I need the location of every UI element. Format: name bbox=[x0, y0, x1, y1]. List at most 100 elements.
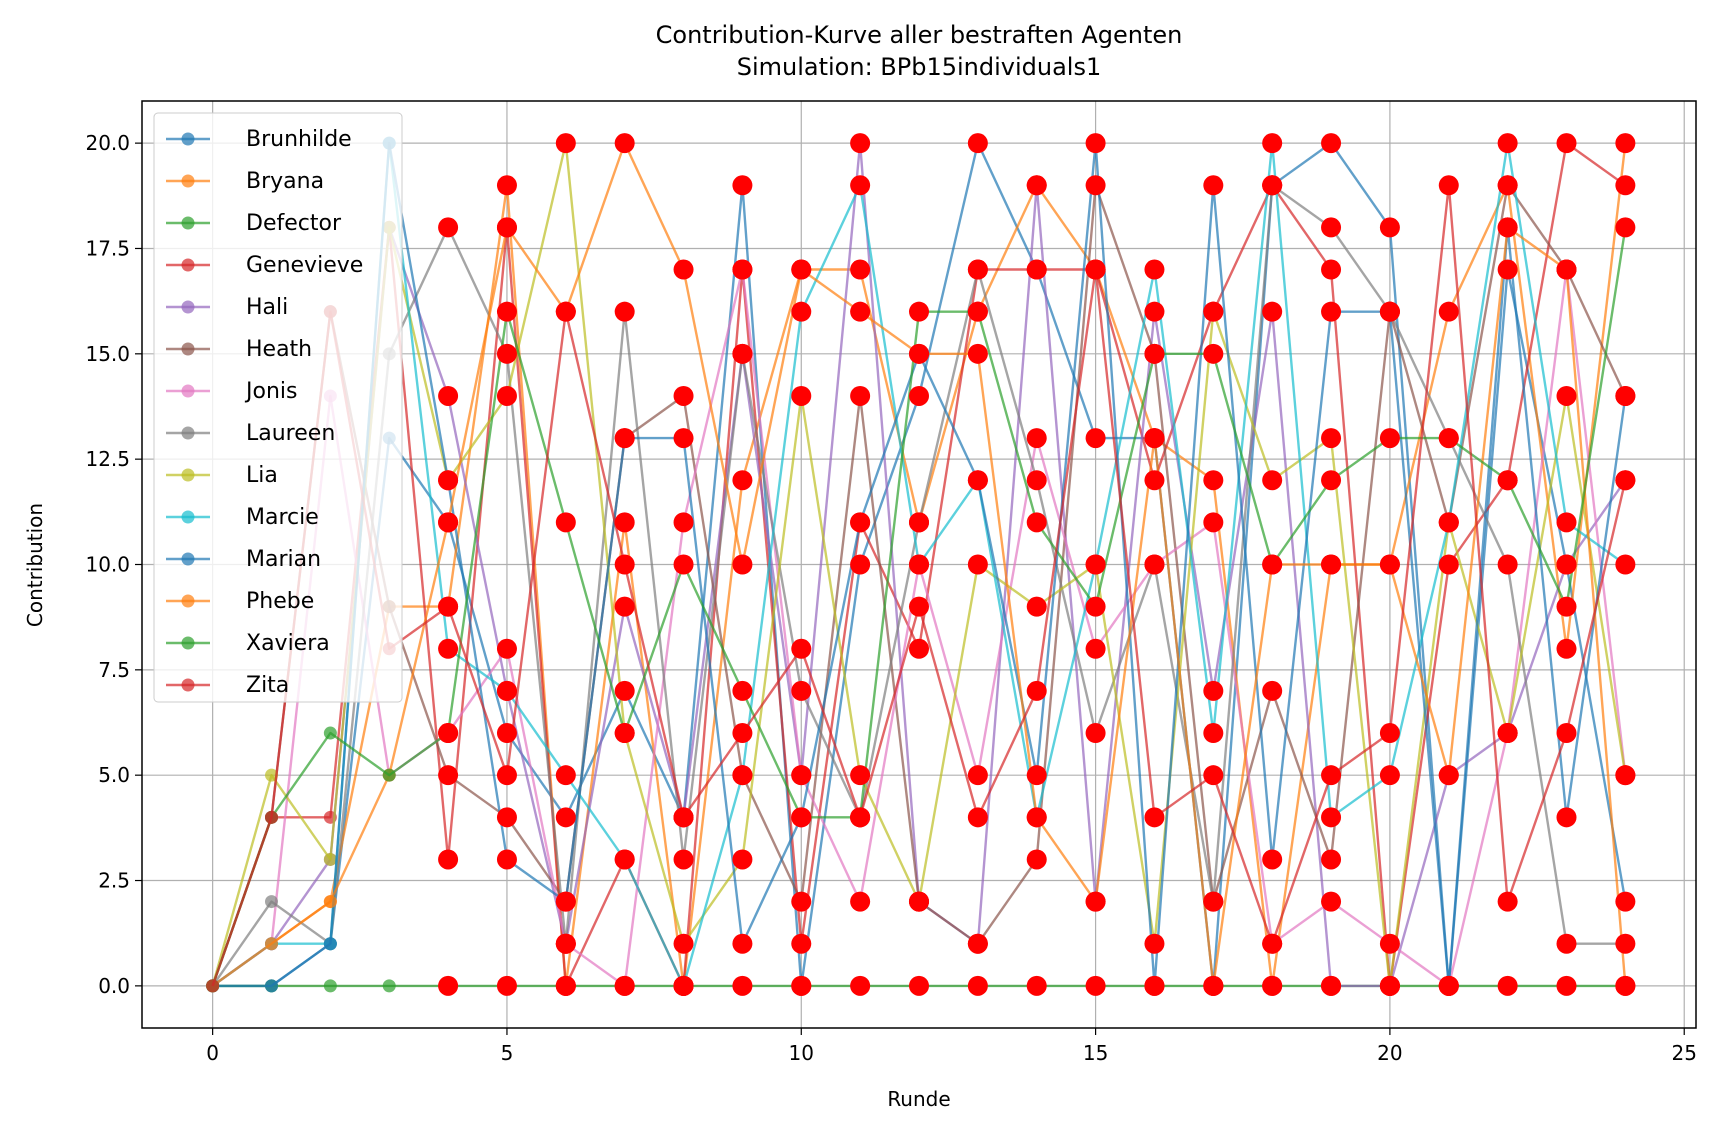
punished-marker bbox=[1556, 596, 1577, 617]
punished-marker bbox=[1203, 512, 1224, 533]
punished-marker bbox=[1615, 554, 1636, 575]
punished-marker bbox=[673, 975, 694, 996]
chart-subtitle: Simulation: BPb15individuals1 bbox=[737, 53, 1102, 81]
punished-marker bbox=[614, 133, 635, 154]
punished-marker bbox=[1379, 217, 1400, 238]
punished-marker bbox=[1321, 259, 1342, 280]
punished-marker bbox=[673, 385, 694, 406]
legend-marker bbox=[181, 678, 195, 692]
punished-marker bbox=[1203, 470, 1224, 491]
punished-marker bbox=[555, 133, 576, 154]
punished-marker bbox=[673, 512, 694, 533]
punished-marker bbox=[791, 975, 812, 996]
punished-marker bbox=[1144, 975, 1165, 996]
punished-marker bbox=[496, 807, 517, 828]
legend-label: Bryana bbox=[246, 169, 324, 194]
legend-marker bbox=[181, 384, 195, 398]
punished-marker bbox=[1497, 723, 1518, 744]
punished-marker bbox=[1615, 133, 1636, 154]
punished-marker bbox=[1262, 680, 1283, 701]
punished-marker bbox=[673, 933, 694, 954]
punished-marker bbox=[1497, 175, 1518, 196]
punished-marker bbox=[1203, 680, 1224, 701]
punished-marker bbox=[1379, 765, 1400, 786]
punished-marker bbox=[1203, 723, 1224, 744]
punished-marker bbox=[1026, 765, 1047, 786]
punished-marker bbox=[1085, 259, 1106, 280]
punished-marker bbox=[673, 428, 694, 449]
punished-marker bbox=[496, 638, 517, 659]
punished-marker bbox=[555, 933, 576, 954]
punished-marker bbox=[1321, 428, 1342, 449]
x-tick-label: 15 bbox=[1083, 1041, 1108, 1065]
punished-marker bbox=[732, 554, 753, 575]
punished-marker bbox=[1497, 891, 1518, 912]
punished-marker bbox=[1085, 428, 1106, 449]
punished-marker bbox=[438, 975, 459, 996]
data-point bbox=[265, 895, 278, 909]
punished-marker bbox=[1085, 975, 1106, 996]
punished-marker bbox=[1085, 891, 1106, 912]
y-tick-label: 0.0 bbox=[98, 974, 130, 998]
punished-marker bbox=[1203, 975, 1224, 996]
punished-marker bbox=[1438, 175, 1459, 196]
punished-marker bbox=[1556, 807, 1577, 828]
punished-marker bbox=[438, 217, 459, 238]
punished-marker bbox=[1615, 385, 1636, 406]
punished-marker bbox=[1321, 975, 1342, 996]
punished-marker bbox=[614, 428, 635, 449]
punished-marker bbox=[967, 554, 988, 575]
punished-marker bbox=[791, 301, 812, 322]
punished-marker bbox=[1085, 133, 1106, 154]
x-tick-label: 0 bbox=[206, 1041, 219, 1065]
legend-marker bbox=[181, 300, 195, 314]
punished-marker bbox=[438, 512, 459, 533]
punished-marker bbox=[1144, 259, 1165, 280]
punished-marker bbox=[614, 975, 635, 996]
punished-marker bbox=[1144, 301, 1165, 322]
punished-marker bbox=[1438, 975, 1459, 996]
y-tick-label: 17.5 bbox=[85, 236, 130, 260]
punished-marker bbox=[850, 301, 871, 322]
punished-marker bbox=[1438, 301, 1459, 322]
punished-marker bbox=[1144, 428, 1165, 449]
punished-marker bbox=[1615, 765, 1636, 786]
punished-marker bbox=[438, 385, 459, 406]
punished-marker bbox=[673, 849, 694, 870]
punished-marker bbox=[1497, 259, 1518, 280]
x-tick-label: 10 bbox=[789, 1041, 814, 1065]
punished-marker bbox=[1321, 217, 1342, 238]
punished-marker bbox=[967, 470, 988, 491]
legend-marker bbox=[181, 342, 195, 356]
punished-marker bbox=[1321, 765, 1342, 786]
punishment-markers bbox=[438, 133, 1636, 996]
data-point bbox=[382, 979, 396, 993]
punished-marker bbox=[791, 933, 812, 954]
punished-marker bbox=[1438, 428, 1459, 449]
punished-marker bbox=[555, 301, 576, 322]
legend-label: Genevieve bbox=[246, 253, 363, 278]
punished-marker bbox=[438, 765, 459, 786]
punished-marker bbox=[732, 975, 753, 996]
punished-marker bbox=[1321, 470, 1342, 491]
punished-marker bbox=[1262, 470, 1283, 491]
punished-marker bbox=[791, 385, 812, 406]
punished-marker bbox=[1438, 765, 1459, 786]
punished-marker bbox=[1379, 975, 1400, 996]
punished-marker bbox=[1615, 933, 1636, 954]
punished-marker bbox=[496, 723, 517, 744]
punished-marker bbox=[673, 807, 694, 828]
punished-marker bbox=[496, 849, 517, 870]
punished-marker bbox=[791, 891, 812, 912]
punished-marker bbox=[496, 765, 517, 786]
punished-marker bbox=[1026, 680, 1047, 701]
legend-label: Defector bbox=[246, 211, 342, 236]
punished-marker bbox=[850, 765, 871, 786]
legend-marker bbox=[181, 258, 195, 272]
punished-marker bbox=[967, 133, 988, 154]
y-tick-label: 10.0 bbox=[85, 553, 130, 577]
punished-marker bbox=[438, 638, 459, 659]
punished-marker bbox=[1321, 807, 1342, 828]
data-point bbox=[323, 726, 337, 740]
punished-marker bbox=[614, 512, 635, 533]
